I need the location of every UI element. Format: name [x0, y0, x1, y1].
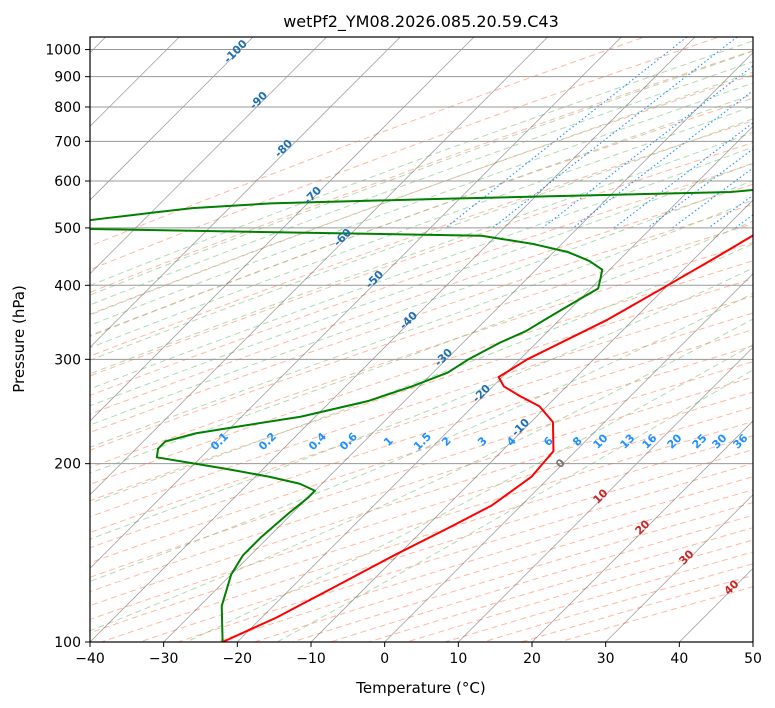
mixing-ratio-line	[445, 37, 688, 229]
y-axis-title: Pressure (hPa)	[10, 285, 28, 393]
moist-adiabat-line	[90, 162, 753, 407]
dry-adiabat-line	[90, 37, 646, 247]
isotherm-line	[605, 494, 753, 642]
isotherm-line	[90, 37, 475, 422]
x-tick-label: 20	[523, 651, 541, 667]
moist-adiabat-line	[186, 344, 753, 642]
x-tick-label: −20	[223, 651, 253, 667]
dewpoint-profile	[90, 188, 753, 642]
y-tick-label: 200	[54, 457, 81, 473]
x-tick-label: −30	[149, 651, 179, 667]
isotherm-line	[531, 420, 753, 642]
isotherm-line	[90, 37, 401, 348]
y-tick-label: 500	[54, 221, 81, 237]
x-tick-label: 10	[449, 651, 467, 667]
y-tick-label: 600	[54, 174, 81, 190]
chart-title: wetPf2_YM08.2026.085.20.59.C43	[283, 12, 559, 32]
dry-adiabat-line	[90, 183, 753, 415]
y-tick-label: 300	[54, 352, 81, 368]
y-axis: 100 200 300 400 500 600 700 800 900 1000	[45, 43, 90, 651]
mixing-ratio-line	[613, 122, 753, 229]
mixing-ratio-line	[542, 65, 753, 229]
dry-adiabat-line	[90, 295, 753, 518]
isotherm-line	[90, 37, 327, 275]
moist-adiabat-line	[90, 131, 753, 375]
dry-adiabat-line	[90, 241, 753, 469]
plot-frame	[89, 36, 754, 643]
isotherm-line	[310, 199, 753, 642]
y-tick-label: 1000	[45, 43, 81, 59]
dry-adiabat-line	[90, 74, 753, 315]
isotherm-line	[90, 37, 548, 496]
dry-adiabat-line	[90, 37, 721, 271]
dry-adiabat-line	[90, 278, 753, 502]
dry-adiabat-line	[90, 391, 753, 607]
mixing-ratio-lines	[445, 37, 753, 229]
x-tick-label: 40	[670, 651, 688, 667]
sounding-series	[90, 188, 753, 642]
moist-adiabat-line	[90, 93, 753, 337]
moist-adiabat-line	[90, 267, 753, 540]
isotherm-line	[237, 125, 753, 642]
moist-adiabat-line	[90, 82, 753, 326]
isotherm-line	[90, 37, 696, 642]
isotherm-line	[90, 37, 254, 201]
dry-adiabats	[90, 37, 753, 642]
moist-adiabat-line	[90, 118, 753, 361]
isotherm-line	[163, 52, 753, 642]
isotherm-line	[384, 273, 753, 642]
x-axis: −40 −30 −20 −10 0 10 20 30 40 50	[75, 642, 762, 667]
moist-adiabat-line	[90, 40, 753, 287]
x-tick-label: −10	[296, 651, 326, 667]
x-tick-label: 30	[597, 651, 615, 667]
isotherms	[90, 37, 753, 642]
moist-adiabat-line	[276, 369, 753, 642]
moist-adiabat-line	[90, 71, 753, 316]
moist-adiabat-line	[90, 50, 753, 296]
y-tick-label: 100	[54, 635, 81, 651]
mixing-ratio-line	[492, 37, 738, 229]
y-tick-label: 700	[54, 134, 81, 150]
x-tick-label: 50	[744, 651, 762, 667]
isotherm-line	[90, 37, 622, 569]
isotherm-line	[458, 346, 753, 642]
dry-adiabat-line	[90, 203, 753, 433]
y-tick-label: 800	[54, 100, 81, 116]
x-tick-label: 0	[380, 651, 389, 667]
y-tick-label: 400	[54, 278, 81, 294]
x-tick-label: −40	[75, 651, 105, 667]
temperature-profile	[222, 234, 753, 642]
moist-adiabat-line	[90, 61, 753, 306]
x-axis-title: Temperature (°C)	[355, 679, 485, 697]
y-tick-label: 900	[54, 70, 81, 86]
